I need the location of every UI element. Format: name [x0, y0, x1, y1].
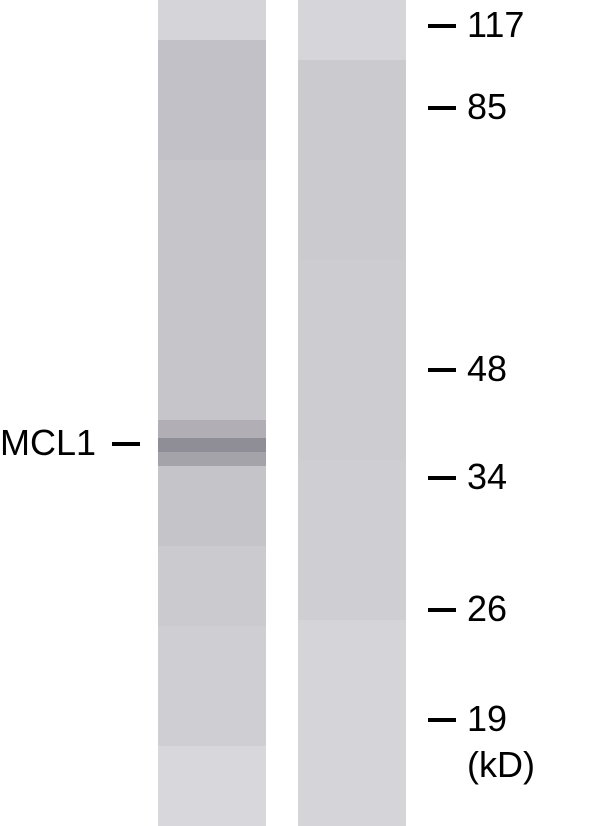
protein-label: MCL1 [0, 422, 96, 464]
blot-band [298, 60, 406, 260]
marker-tick [428, 608, 456, 612]
marker-tick [428, 718, 456, 722]
marker-label: 85 [467, 86, 507, 128]
blot-band [298, 260, 406, 460]
blot-band [158, 0, 266, 40]
marker-label: 26 [467, 588, 507, 630]
blot-lane-2 [298, 0, 406, 826]
blot-band [158, 746, 266, 826]
blot-band [158, 546, 266, 626]
marker-tick [428, 368, 456, 372]
protein-tick [112, 442, 140, 446]
blot-band [158, 452, 266, 466]
marker-label: 117 [467, 4, 524, 46]
blot-band [298, 0, 406, 60]
blot-band [158, 420, 266, 438]
marker-tick [428, 476, 456, 480]
blot-band [158, 466, 266, 546]
marker-label: 19 [467, 698, 507, 740]
marker-tick [428, 24, 456, 28]
marker-label: 48 [467, 348, 507, 390]
blot-lane-1-bands [158, 0, 266, 826]
blot-band [298, 460, 406, 620]
unit-label: (kD) [467, 744, 535, 786]
marker-label: 34 [467, 456, 507, 498]
blot-band [158, 40, 266, 160]
blot-band [158, 438, 266, 452]
western-blot-figure: { "figure": { "type": "western-blot", "w… [0, 0, 613, 826]
blot-lane-1 [158, 0, 266, 826]
blot-band [158, 160, 266, 420]
blot-lane-2-bands [298, 0, 406, 826]
marker-tick [428, 106, 456, 110]
blot-band [298, 620, 406, 826]
blot-band [158, 626, 266, 746]
